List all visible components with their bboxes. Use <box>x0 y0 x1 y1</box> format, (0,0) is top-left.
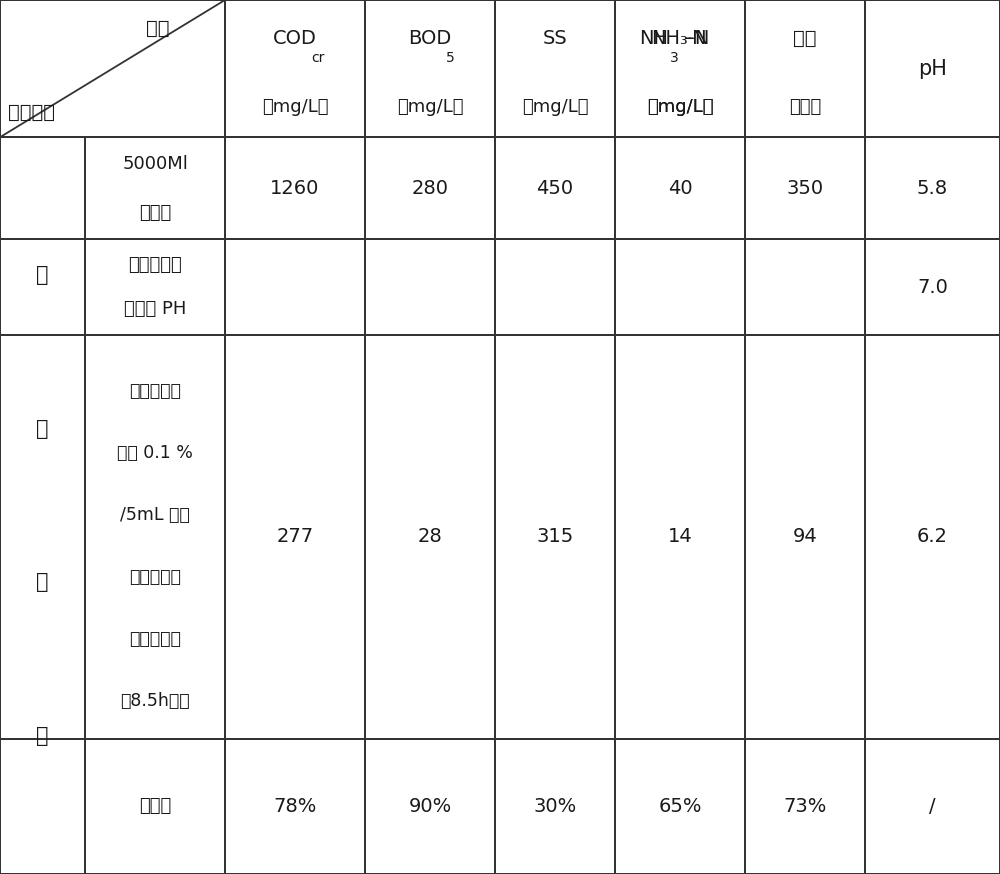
Text: 5000Ml: 5000Ml <box>122 155 188 173</box>
Text: SS: SS <box>543 29 567 48</box>
Text: -N: -N <box>685 29 707 48</box>
Text: 色度: 色度 <box>793 29 817 48</box>
Text: cr: cr <box>311 51 324 65</box>
Text: 78%: 78% <box>273 797 317 815</box>
Text: 94: 94 <box>793 527 817 546</box>
Text: 6.2: 6.2 <box>917 527 948 546</box>
Text: （mg/L）: （mg/L） <box>522 98 588 116</box>
Text: （mg/L）: （mg/L） <box>262 98 328 116</box>
Text: 450: 450 <box>536 179 574 198</box>
Text: BOD: BOD <box>408 29 452 48</box>
Text: 应，水力停: 应，水力停 <box>129 630 181 649</box>
Text: 原废水加液: 原废水加液 <box>128 256 182 274</box>
Text: 14: 14 <box>668 527 692 546</box>
Bar <box>615 0 745 137</box>
Text: 碋调节 PH: 碋调节 PH <box>124 300 186 318</box>
Text: （mg/L）: （mg/L） <box>397 98 463 116</box>
Text: 试: 试 <box>36 572 49 593</box>
Text: 去除率: 去除率 <box>139 797 171 815</box>
Text: /5mL 模拟: /5mL 模拟 <box>120 506 190 524</box>
Text: 90%: 90% <box>408 797 452 815</box>
Text: 40: 40 <box>668 179 692 198</box>
Text: 验: 验 <box>36 725 49 746</box>
Text: /: / <box>929 797 936 815</box>
Text: 处理单元: 处理单元 <box>8 102 55 121</box>
Text: 1260: 1260 <box>270 179 320 198</box>
Text: （mg/L）: （mg/L） <box>647 98 713 116</box>
Text: 原废水: 原废水 <box>139 204 171 222</box>
Text: NH: NH <box>639 29 668 48</box>
Text: pH: pH <box>918 59 947 79</box>
Text: （倍）: （倍） <box>789 98 821 116</box>
Text: 65%: 65% <box>658 797 702 815</box>
Text: 处: 处 <box>36 266 49 286</box>
Text: 350: 350 <box>786 179 824 198</box>
Text: COD: COD <box>273 29 317 48</box>
Text: 凝剂 0.1 %: 凝剂 0.1 % <box>117 444 193 461</box>
Text: 280: 280 <box>412 179 448 198</box>
Text: 好氧生化反: 好氧生化反 <box>129 568 181 586</box>
Text: 28: 28 <box>418 527 442 546</box>
Text: 7.0: 7.0 <box>917 278 948 296</box>
Text: 73%: 73% <box>783 797 827 815</box>
Text: 30%: 30% <box>533 797 577 815</box>
Text: 理: 理 <box>36 419 49 439</box>
Text: （mg/L）: （mg/L） <box>647 98 713 116</box>
Text: NH₃-N: NH₃-N <box>651 29 709 48</box>
Text: 3: 3 <box>670 51 679 65</box>
Text: 315: 315 <box>536 527 574 546</box>
Text: 指标: 指标 <box>146 19 169 38</box>
Text: 畡8.5h出水: 畡8.5h出水 <box>120 692 190 711</box>
Text: 投加生物絮: 投加生物絮 <box>129 382 181 399</box>
Text: 5.8: 5.8 <box>917 179 948 198</box>
Text: 5: 5 <box>446 51 455 65</box>
Text: 277: 277 <box>276 527 314 546</box>
